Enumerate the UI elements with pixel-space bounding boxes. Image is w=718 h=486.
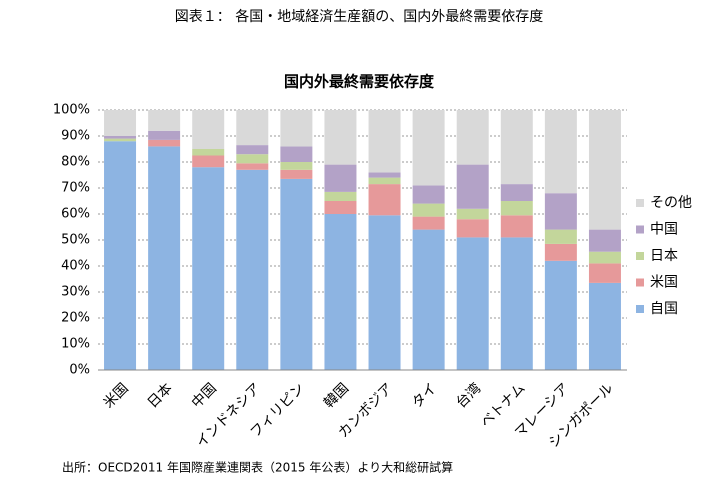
x-tick-label: 米国 xyxy=(101,380,132,411)
legend-label: 中国 xyxy=(650,222,678,238)
bar-segment xyxy=(368,215,401,370)
bar-segment xyxy=(324,201,357,214)
y-tick-label: 30% xyxy=(61,285,90,300)
bar-segment xyxy=(192,155,225,168)
bar-segment xyxy=(500,215,533,238)
bar-segment xyxy=(104,110,137,136)
legend-label: 日本 xyxy=(650,248,678,264)
bar-segment xyxy=(544,243,577,261)
bar-segment xyxy=(236,163,269,170)
bar-segment xyxy=(280,162,313,170)
bar-segment xyxy=(544,110,577,194)
bar-segment xyxy=(148,110,181,131)
bar-segment xyxy=(104,138,137,142)
chart-title: 国内外最終需要依存度 xyxy=(284,73,435,91)
bar-segment xyxy=(324,164,357,192)
bar-segment xyxy=(324,191,357,201)
legend-swatch xyxy=(636,225,644,234)
legend-swatch xyxy=(636,199,644,207)
bar-segment xyxy=(544,229,577,244)
legend-swatch xyxy=(636,252,644,260)
bar-segment xyxy=(412,185,445,204)
page-header: 図表１： 各国・地域経済生産額の、国内外最終需要依存度 xyxy=(175,9,543,25)
y-tick-label: 40% xyxy=(61,259,90,274)
bar-segment xyxy=(236,154,269,164)
bar-segment xyxy=(544,260,577,370)
bar-segment xyxy=(500,184,533,201)
bar-segment xyxy=(456,219,489,238)
legend-label: その他 xyxy=(650,195,692,211)
bar-segment xyxy=(192,149,225,156)
legend-label: 米国 xyxy=(650,275,678,291)
bar-segment xyxy=(588,263,621,283)
bar-segment xyxy=(280,146,313,162)
bar-segment xyxy=(280,169,313,179)
legend-label: 自国 xyxy=(650,301,678,317)
bar-segment xyxy=(368,177,401,185)
y-tick-label: 20% xyxy=(61,311,90,326)
bar-segment xyxy=(500,110,533,185)
bar-segment xyxy=(500,237,533,370)
bar-segment xyxy=(368,172,401,178)
source-note: 出所：OECD2011 年国際産業連関表（2015 年公表）より大和総研試算 xyxy=(62,460,453,475)
bar-segment xyxy=(104,141,137,370)
y-tick-label: 100% xyxy=(53,103,90,118)
bar-segment xyxy=(412,203,445,217)
legend-swatch xyxy=(636,278,644,287)
bar-segment xyxy=(192,167,225,370)
y-tick-label: 0% xyxy=(69,363,90,378)
bar-segment xyxy=(588,110,621,230)
bar-segment xyxy=(236,169,269,370)
bar-segment xyxy=(192,110,225,149)
bar-segment xyxy=(412,229,445,370)
bar-segment xyxy=(544,193,577,230)
bar-segment xyxy=(368,110,401,173)
x-tick-label: 日本 xyxy=(145,380,176,411)
bar-segment xyxy=(456,208,489,220)
x-tick-label: 台湾 xyxy=(453,380,485,412)
bar-segment xyxy=(456,110,489,165)
y-tick-label: 80% xyxy=(61,155,90,170)
x-tick-label: 中国 xyxy=(189,380,220,411)
bar-segment xyxy=(280,178,313,370)
y-tick-label: 90% xyxy=(61,129,90,144)
bar-segment xyxy=(324,110,357,165)
bar-segment xyxy=(412,216,445,230)
bar-segment xyxy=(280,110,313,147)
bar-segment xyxy=(588,282,621,370)
legend-swatch xyxy=(636,305,644,313)
bar-segment xyxy=(500,201,533,216)
bar-segment xyxy=(412,110,445,186)
bar-segment xyxy=(236,145,269,155)
bar-segment xyxy=(236,110,269,146)
bar-segment xyxy=(148,130,181,140)
bar-segment xyxy=(148,139,181,147)
bar-segment xyxy=(588,229,621,252)
bar-segment xyxy=(588,251,621,264)
y-tick-label: 10% xyxy=(61,337,90,352)
y-tick-label: 60% xyxy=(61,207,90,222)
bar-segment xyxy=(148,146,181,370)
bar-segment xyxy=(324,214,357,370)
bar-segment xyxy=(368,184,401,216)
x-tick-label: タイ xyxy=(409,380,440,411)
x-tick-label: 韓国 xyxy=(321,380,352,411)
y-tick-label: 70% xyxy=(61,181,90,196)
bar-segment xyxy=(456,164,489,209)
bar-segment xyxy=(104,136,137,139)
y-tick-label: 50% xyxy=(61,233,90,248)
bar-segment xyxy=(456,237,489,370)
